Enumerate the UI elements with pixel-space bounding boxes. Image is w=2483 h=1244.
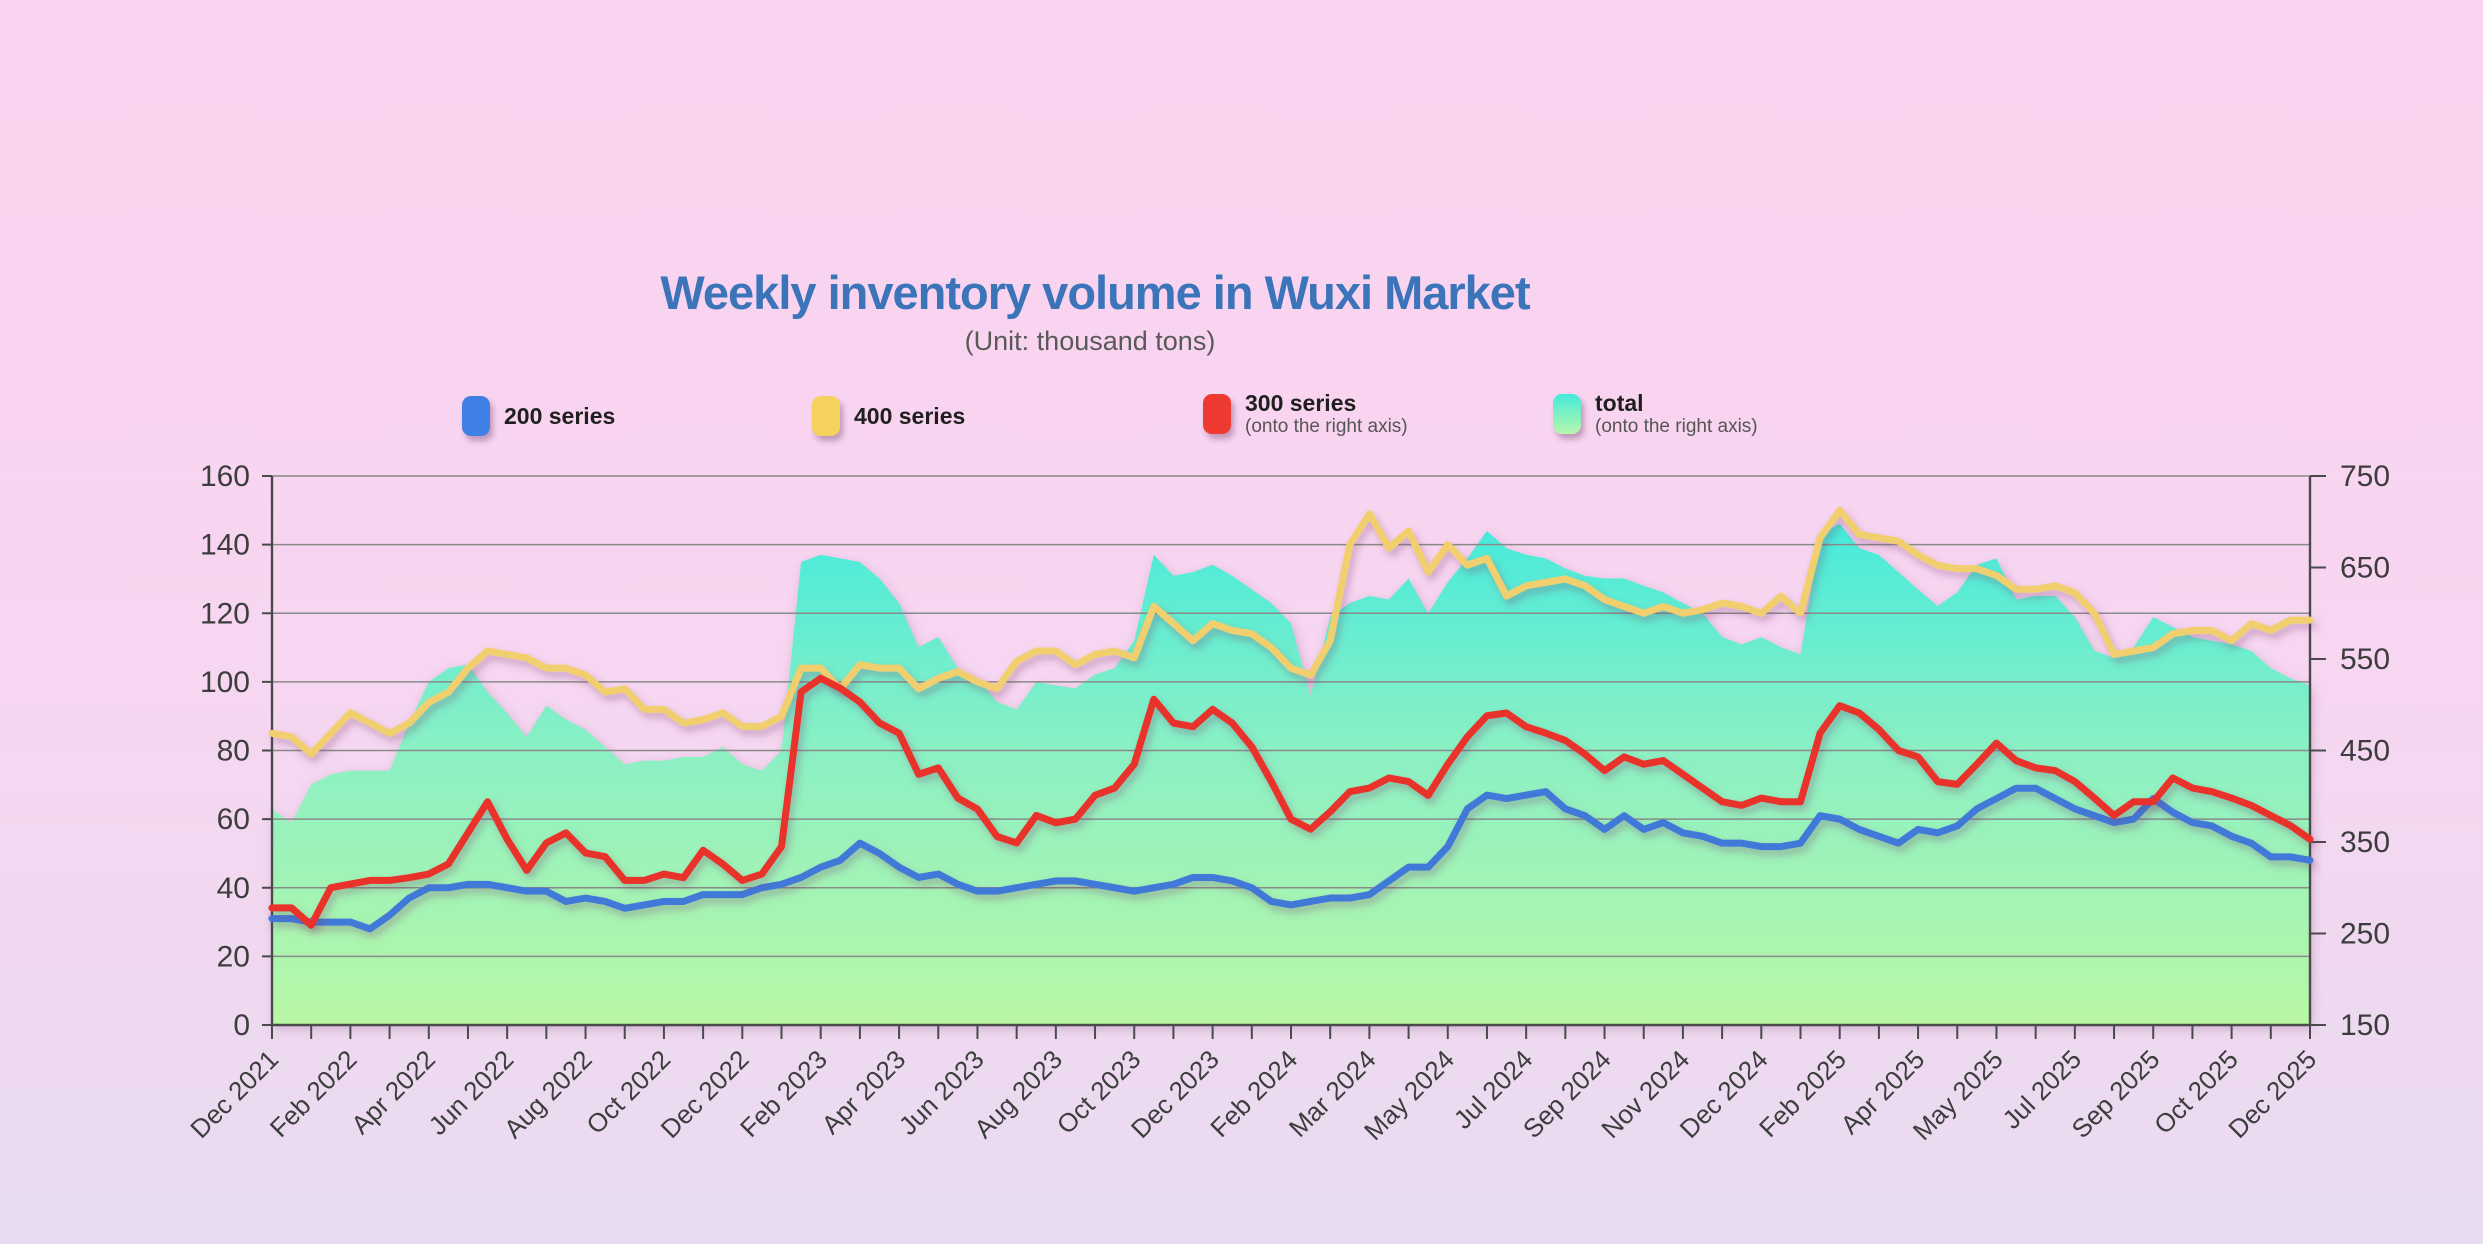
- chart-subtitle: (Unit: thousand tons): [964, 326, 1216, 356]
- legend-swatch-400-series-icon: [812, 396, 840, 436]
- y-left-tick-label: 160: [200, 460, 250, 493]
- legend-item-200-series[interactable]: 200 series: [462, 396, 615, 436]
- y-left-tick-label: 0: [233, 1009, 250, 1042]
- legend-item-total[interactable]: total (onto the right axis): [1553, 390, 1758, 438]
- x-axis-label: Feb 2025: [1753, 1044, 1852, 1143]
- legend-label: 400 series: [854, 403, 966, 429]
- x-axis-label: Dec 2021: [184, 1044, 284, 1144]
- x-axis-label: Feb 2023: [734, 1044, 833, 1143]
- legend-sublabel: (onto the right axis): [1595, 416, 1758, 437]
- y-left-tick-label: 120: [200, 597, 250, 630]
- legend-label: total: [1595, 390, 1644, 416]
- x-axis-label: Apr 2023: [815, 1044, 911, 1140]
- legend-label: 200 series: [504, 403, 616, 429]
- legend-swatch-300-series-icon: [1203, 394, 1231, 434]
- y-left-tick-label: 60: [217, 803, 250, 836]
- y-right-tick-label: 350: [2340, 826, 2390, 859]
- y-right-tick-label: 250: [2340, 918, 2390, 951]
- legend-swatch-200-series-icon: [462, 396, 490, 436]
- y-right-tick-label: 150: [2340, 1009, 2390, 1042]
- y-right-tick-label: 450: [2340, 735, 2390, 768]
- legend-swatch-total-icon: [1553, 394, 1581, 434]
- page-title: Weekly inventory volume in Wuxi Market: [660, 266, 1530, 320]
- y-left-tick-label: 40: [217, 872, 250, 905]
- legend-item-400-series[interactable]: 400 series: [812, 396, 965, 436]
- y-left-tick-label: 100: [200, 666, 250, 699]
- legend-label: 300 series: [1245, 390, 1357, 416]
- series-300-series-line: [268, 674, 2314, 929]
- y-left-tick-label: 140: [200, 529, 250, 562]
- y-left-tick-label: 20: [217, 940, 250, 973]
- y-left-tick-label: 80: [217, 735, 250, 768]
- x-axis-label: Apr 2022: [345, 1044, 441, 1140]
- series-total-area: [272, 523, 2310, 1025]
- legend-sublabel: (onto the right axis): [1245, 416, 1408, 437]
- legend-item-300-series[interactable]: 300 series (onto the right axis): [1203, 390, 1408, 438]
- series-200-series-line: [268, 784, 2314, 933]
- y-right-tick-label: 550: [2340, 643, 2390, 676]
- x-axis-label: Feb 2022: [264, 1044, 363, 1143]
- y-right-tick-label: 750: [2340, 460, 2390, 493]
- y-right-tick-label: 650: [2340, 552, 2390, 585]
- series-400-series-line: [268, 506, 2314, 758]
